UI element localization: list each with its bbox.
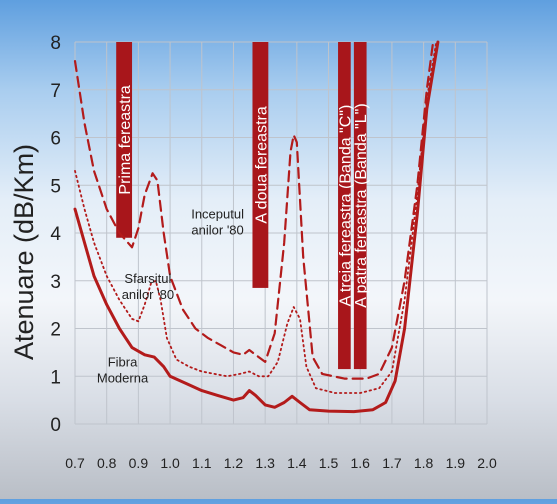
window-band [116, 42, 133, 238]
x-tick-label: 0.8 [97, 455, 117, 471]
annotation-label: Inceputul anilor '80 [191, 207, 244, 238]
x-tick-label: 1.8 [414, 455, 434, 471]
x-tick-label: 1.5 [319, 455, 339, 471]
y-tick-label: 5 [50, 176, 61, 197]
x-tick-label: 2.0 [477, 455, 497, 471]
x-tick-label: 1.6 [350, 455, 370, 471]
window-band [353, 42, 367, 370]
window-band [338, 42, 351, 370]
y-tick-label: 3 [50, 272, 61, 293]
x-tick-label: 1.1 [192, 455, 212, 471]
x-tick-label: 0.9 [129, 455, 149, 471]
x-tick-label: 1.3 [255, 455, 275, 471]
y-axis-label: Atenuare (dB/Km) [9, 144, 39, 360]
window-band [252, 42, 269, 288]
series-line [73, 40, 435, 380]
y-tick-label: 7 [50, 81, 61, 102]
transmission-windows: Prima fereastra A doua fereastra A treia f… [116, 42, 370, 370]
annotation-label: Sfarsitul anilor '80 [122, 271, 174, 302]
x-tick-label: 1.0 [160, 455, 180, 471]
annotation-label: Fibra Moderna [97, 355, 149, 386]
series-lines [73, 40, 440, 414]
y-tick-label: 1 [50, 367, 61, 388]
window-label: A treia fereastra (Banda "C") [337, 105, 354, 307]
x-tick-label: 1.2 [224, 455, 244, 471]
x-tick-label: 0.7 [65, 455, 85, 471]
y-tick-label: 4 [50, 224, 61, 245]
annotations: Inceputul anilor '80 Sfarsitul anilor '80 Fi… [97, 207, 244, 386]
window-label: Prima fereastra [117, 85, 134, 194]
series-line [74, 41, 438, 394]
grid [74, 41, 488, 425]
y-tick-labels: 0 1 2 3 4 5 6 7 8 [50, 33, 61, 436]
window-label: A doua fereastra [253, 106, 270, 224]
x-tick-label: 1.9 [446, 455, 466, 471]
series-line [73, 40, 440, 414]
window-label: A patra fereastra (Banda "L") [353, 103, 370, 307]
y-tick-label: 2 [50, 320, 61, 341]
x-tick-label: 1.4 [287, 455, 307, 471]
y-tick-label: 8 [50, 33, 61, 54]
x-tick-label: 1.7 [382, 455, 402, 471]
x-tick-labels: 0.7 0.8 0.9 1.0 1.1 1.2 1.3 1.4 1.5 1.6 1.7 1.8 1.9 2… [65, 455, 497, 471]
y-tick-label: 0 [50, 415, 61, 436]
y-tick-label: 6 [50, 129, 61, 150]
